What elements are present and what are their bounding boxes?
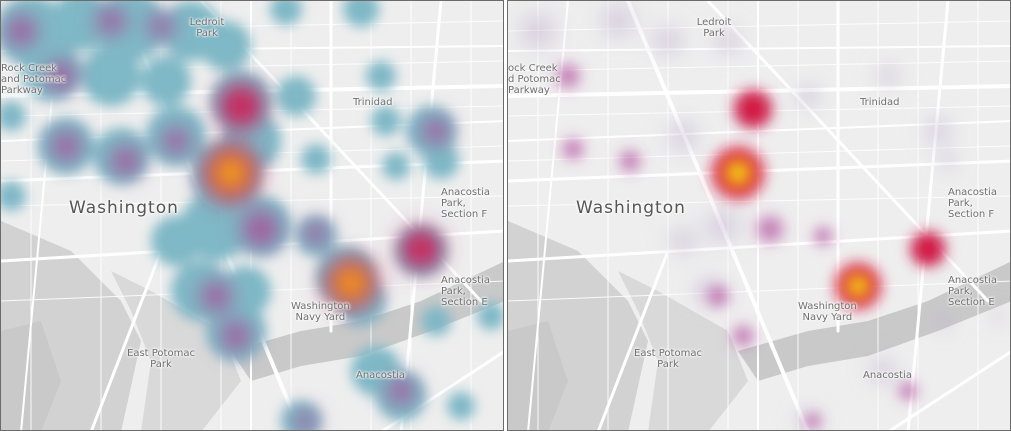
density-pale-layer bbox=[508, 1, 1010, 430]
label-trinidad: Trinidad bbox=[353, 97, 393, 108]
label-anacostia-park-f: Anacostia Park, Section F bbox=[441, 187, 490, 220]
label-anacostia-park-e: Anacostia Park, Section E bbox=[948, 275, 997, 308]
label-ledroit-park: Ledroit Park bbox=[189, 17, 225, 39]
label-washington: Washington bbox=[576, 198, 686, 218]
left-map-panel[interactable]: Ledroit Park Rock Creek and Potomac Parkway… bbox=[0, 0, 504, 431]
label-anacostia-park-e: Anacostia Park, Section E bbox=[441, 275, 490, 308]
label-navy-yard: Washington Navy Yard bbox=[798, 301, 857, 323]
label-ledroit-park: Ledroit Park bbox=[696, 17, 732, 39]
label-navy-yard: Washington Navy Yard bbox=[291, 301, 350, 323]
label-anacostia-park-f: Anacostia Park, Section F bbox=[948, 187, 997, 220]
label-rock-creek: ock Creek d Potomac Parkway bbox=[508, 63, 561, 96]
density-hotspots bbox=[1, 3, 454, 430]
label-washington: Washington bbox=[69, 198, 179, 218]
label-trinidad: Trinidad bbox=[860, 97, 900, 108]
label-east-potomac-park: East Potomac Park bbox=[127, 348, 195, 370]
left-map-canvas[interactable] bbox=[1, 1, 504, 431]
density-hotspots bbox=[550, 58, 950, 430]
label-east-potomac-park: East Potomac Park bbox=[634, 348, 702, 370]
right-map-panel[interactable]: Ledroit Park ock Creek d Potomac Parkway Tr… bbox=[507, 0, 1011, 431]
label-anacostia: Anacostia bbox=[356, 370, 405, 381]
label-anacostia: Anacostia bbox=[863, 370, 912, 381]
right-map-canvas[interactable] bbox=[508, 1, 1011, 431]
label-rock-creek: Rock Creek and Potomac Parkway bbox=[1, 63, 67, 96]
